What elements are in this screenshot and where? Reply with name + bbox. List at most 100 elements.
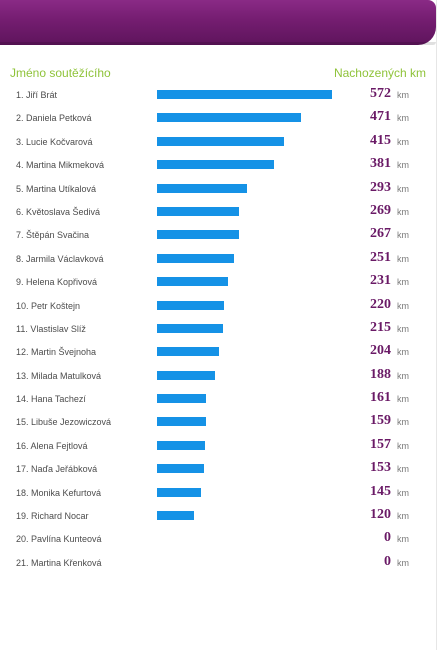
km-value: 145: [370, 483, 391, 499]
km-value: 157: [370, 436, 391, 452]
km-value: 0: [384, 553, 391, 569]
km-value: 188: [370, 366, 391, 382]
competitor-name: 20. Pavlína Kunteová: [16, 534, 102, 545]
km-value: 161: [370, 390, 391, 406]
competitor-name: 16. Alena Fejtlová: [16, 440, 88, 451]
leaderboard-row: 5. Martina Utíkalová 293 km: [0, 178, 437, 201]
leaderboard-row: 14. Hana Tachezí 161 km: [0, 388, 437, 411]
km-bar: [157, 487, 201, 497]
competitor-name: 3. Lucie Kočvarová: [16, 136, 93, 147]
km-bar: [157, 370, 215, 380]
km-value: 231: [370, 273, 391, 289]
km-value: 269: [370, 202, 391, 218]
km-bar: [157, 511, 194, 521]
competitor-name: 13. Milada Matulková: [16, 370, 102, 381]
km-bar: [157, 300, 224, 310]
km-unit: km: [397, 347, 409, 358]
km-unit: km: [397, 90, 409, 100]
leaderboard-row: 11. Vlastislav Slíž 215 km: [0, 318, 437, 341]
competitor-name: 8. Jarmila Václavková: [16, 253, 104, 264]
leaderboard-row: 21. Martina Křenková 0 km: [0, 552, 437, 575]
km-unit: km: [397, 557, 409, 568]
competitor-name: 9. Helena Kopřivová: [16, 277, 98, 288]
km-unit: km: [397, 277, 409, 288]
km-bar: [157, 464, 204, 474]
km-bar: [157, 417, 206, 427]
km-unit: km: [397, 511, 409, 522]
leaderboard-row: 16. Alena Fejtlová 157 km: [0, 435, 437, 458]
km-bar: [157, 394, 206, 404]
competitor-name: 1. Jiří Brát: [16, 90, 58, 100]
km-bar: [157, 183, 247, 193]
competitor-name: 10. Petr Koštejn: [16, 300, 81, 311]
km-value: 215: [370, 319, 391, 335]
km-value: 293: [370, 179, 391, 195]
km-unit: km: [397, 417, 409, 428]
km-unit: km: [397, 113, 409, 124]
km-value: 153: [370, 460, 391, 476]
competitor-name: 12. Martin Švejnoha: [16, 347, 97, 358]
leaderboard-row: 8. Jarmila Václavková 251 km: [0, 248, 437, 271]
km-bar: [157, 136, 284, 146]
km-unit: km: [397, 394, 409, 405]
leaderboard-row: 6. Květoslava Šedivá 269 km: [0, 201, 437, 224]
leaderboard-row: 15. Libuše Jezowiczová 159 km: [0, 411, 437, 434]
km-bar: [157, 323, 223, 333]
competitor-name: 15. Libuše Jezowiczová: [16, 417, 112, 428]
leaderboard-row: 17. Naďa Jeřábková 153 km: [0, 458, 437, 481]
competitor-name: 19. Richard Nocar: [16, 511, 89, 522]
competitor-name: 7. Štěpán Svačina: [16, 230, 90, 241]
leaderboard-row: 3. Lucie Kočvarová 415 km: [0, 131, 437, 154]
km-value: 204: [370, 343, 391, 359]
km-value: 471: [370, 109, 391, 125]
km-unit: km: [397, 440, 409, 451]
km-bar: [157, 277, 228, 287]
competitor-name: 14. Hana Tachezí: [16, 394, 86, 405]
competitor-name: 17. Naďa Jeřábková: [16, 464, 98, 475]
competitor-name: 4. Martina Mikmeková: [16, 160, 105, 171]
km-unit: km: [397, 230, 409, 241]
km-unit: km: [397, 136, 409, 147]
km-bar: [157, 347, 219, 357]
competitor-name: 6. Květoslava Šedivá: [16, 206, 101, 217]
competitor-name: 2. Daniela Petková: [16, 113, 92, 124]
km-unit: km: [397, 300, 409, 311]
km-value: 267: [370, 226, 391, 242]
km-bar: [157, 206, 239, 216]
column-header-km: Nachozených km: [333, 66, 426, 80]
km-value: 381: [370, 156, 391, 172]
leaderboard-row: 7. Štěpán Svačina 267 km: [0, 224, 437, 247]
km-unit: km: [397, 464, 409, 475]
leaderboard-row: 20. Pavlína Kunteová 0 km: [0, 528, 437, 551]
leaderboard-row: 19. Richard Nocar 120 km: [0, 505, 437, 528]
leaderboard-row: 9. Helena Kopřivová 231 km: [0, 271, 437, 294]
km-bar: [157, 113, 301, 123]
leaderboard-list: 1. Jiří Brát 572 km 2. Daniela Petková 471 km…: [0, 84, 437, 575]
leaderboard-row: 10. Petr Koštejn 220 km: [0, 295, 437, 318]
header-bar: [0, 0, 436, 45]
km-value: 0: [384, 530, 391, 546]
leaderboard-row: 1. Jiří Brát 572 km: [0, 84, 437, 107]
km-value: 120: [370, 507, 391, 523]
km-unit: km: [397, 253, 409, 264]
km-unit: km: [397, 160, 409, 171]
km-value: 220: [370, 296, 391, 312]
km-value: 251: [370, 249, 391, 265]
leaderboard-row: 4. Martina Mikmeková 381 km: [0, 154, 437, 177]
leaderboard-row: 2. Daniela Petková 471 km: [0, 107, 437, 130]
km-unit: km: [397, 206, 409, 217]
km-value: 415: [370, 132, 391, 148]
column-header-name: Jméno soutěžícího: [10, 66, 111, 80]
km-unit: km: [397, 487, 409, 498]
km-unit: km: [397, 323, 409, 334]
km-value: 159: [370, 413, 391, 429]
competitor-name: 5. Martina Utíkalová: [16, 183, 97, 194]
competitor-name: 18. Monika Kefurtová: [16, 487, 102, 498]
leaderboard-row: 18. Monika Kefurtová 145 km: [0, 482, 437, 505]
km-bar: [157, 160, 274, 170]
leaderboard-row: 13. Milada Matulková 188 km: [0, 365, 437, 388]
km-unit: km: [397, 370, 409, 381]
km-value: 572: [370, 86, 391, 101]
km-unit: km: [397, 183, 409, 194]
